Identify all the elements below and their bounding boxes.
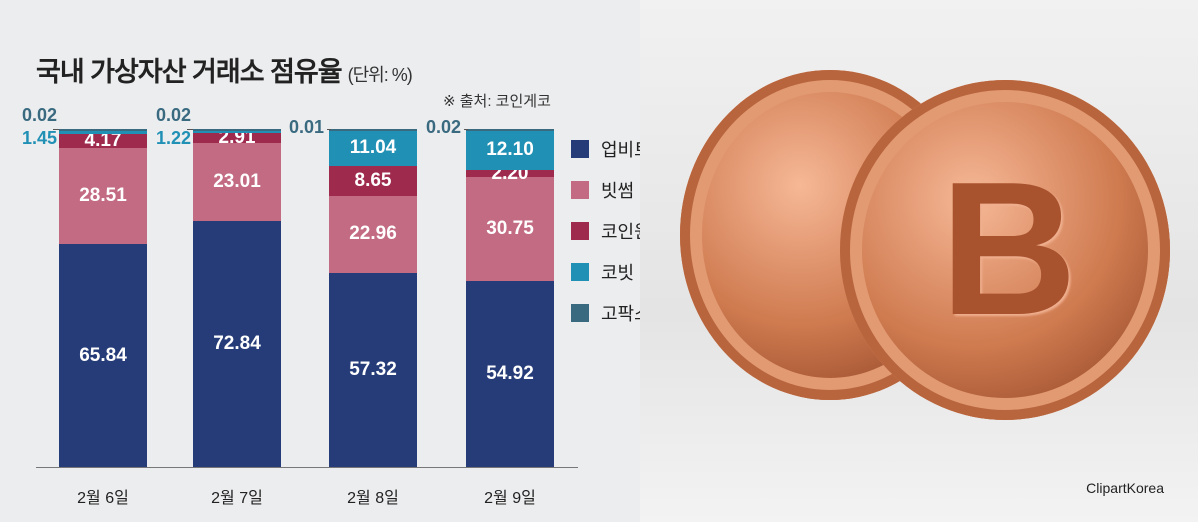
data-label: 72.84 — [213, 332, 261, 354]
data-label: 22.96 — [349, 223, 397, 245]
data-label: 54.92 — [486, 363, 534, 385]
legend-item: 빗썸 — [571, 169, 651, 210]
legend-item: 고팍스 — [571, 292, 651, 333]
bar-segment: 2.20 — [466, 163, 554, 184]
data-label-outside: 0.02 — [156, 105, 192, 125]
bar-segment — [193, 129, 281, 131]
data-label: 28.51 — [79, 185, 127, 207]
stacked-bar-chart: 65.84 28.51 4.17 1.45 0.02 2월 6일 72.84 23.01 2.9… — [22, 105, 554, 507]
bar-segment: 28.51 — [59, 148, 147, 245]
bar-segment: 22.96 — [329, 195, 417, 274]
legend-swatch — [571, 221, 589, 240]
bitcoin-symbol-icon: B — [940, 143, 1078, 355]
bar-segment: 65.84 — [59, 244, 147, 467]
bar-segment: 11.04 — [329, 129, 417, 167]
title-text: 국내 가상자산 거래소 점유율 — [36, 57, 343, 87]
legend-swatch — [571, 303, 589, 322]
legend-label: 빗썸 — [601, 180, 635, 201]
leader-line — [53, 129, 59, 131]
bar-segment: 2.91 — [193, 127, 281, 148]
unit-label: (단위: %) — [347, 65, 413, 85]
legend-label: 코인원 — [601, 221, 651, 242]
data-label: 30.75 — [486, 218, 534, 240]
legend-label: 고팍스 — [601, 303, 651, 324]
data-label-outside: 0.02 — [22, 105, 58, 126]
source-note: ※ 출처: 코인게코 — [443, 93, 551, 110]
x-tick-label: 2월 6일 — [77, 490, 129, 507]
x-tick-label: 2월 7일 — [211, 490, 263, 507]
legend-item: 업비트 — [571, 128, 651, 169]
x-axis-line — [36, 467, 578, 468]
data-label: 57.32 — [349, 359, 397, 381]
bar-segment — [466, 129, 554, 132]
data-label: 12.10 — [486, 138, 534, 160]
data-label-outside: 1.22 — [156, 128, 192, 149]
legend-swatch — [571, 139, 589, 158]
data-label: 11.04 — [349, 136, 397, 158]
data-label: 23.01 — [213, 170, 261, 192]
photo-credit: ClipartKorea — [1086, 480, 1164, 496]
chart-title: 국내 가상자산 거래소 점유율 (단위: %) — [36, 50, 413, 89]
bitcoin-photo: B ClipartKorea — [640, 0, 1198, 522]
legend-swatch — [571, 180, 589, 199]
leader-line — [464, 129, 468, 131]
data-label: 8.65 — [354, 170, 392, 192]
bar-segment — [329, 129, 417, 132]
data-label-outside: 1.45 — [22, 128, 58, 149]
legend-item: 코빗 — [571, 251, 651, 292]
bar-segment: 30.75 — [466, 177, 554, 282]
data-label-outside: 0.02 — [426, 117, 462, 138]
bar-segment: 12.10 — [466, 129, 554, 170]
bar-segment: 4.17 — [59, 130, 147, 151]
legend-label: 코빗 — [601, 262, 635, 283]
bar-segment — [59, 129, 147, 134]
bar-segment: 8.65 — [329, 166, 417, 196]
bar-segment — [59, 129, 147, 132]
leader-line — [187, 129, 193, 130]
bar-segment: 72.84 — [193, 220, 281, 467]
legend-swatch — [571, 262, 589, 281]
data-label-outside: 0.01 — [289, 117, 325, 138]
bar-segment: 54.92 — [466, 281, 554, 467]
legend-item: 코인원 — [571, 210, 651, 251]
coin-front: B — [840, 80, 1170, 420]
leader-line — [327, 129, 331, 131]
bar-segment: 23.01 — [193, 143, 281, 221]
data-label: 65.84 — [79, 344, 127, 366]
bar-segment — [193, 129, 281, 134]
legend-label: 업비트 — [601, 139, 651, 160]
x-tick-label: 2월 9일 — [484, 490, 536, 507]
x-tick-label: 2월 8일 — [347, 490, 399, 507]
data-label: 4.17 — [84, 130, 122, 152]
bar-segment: 57.32 — [329, 273, 417, 467]
